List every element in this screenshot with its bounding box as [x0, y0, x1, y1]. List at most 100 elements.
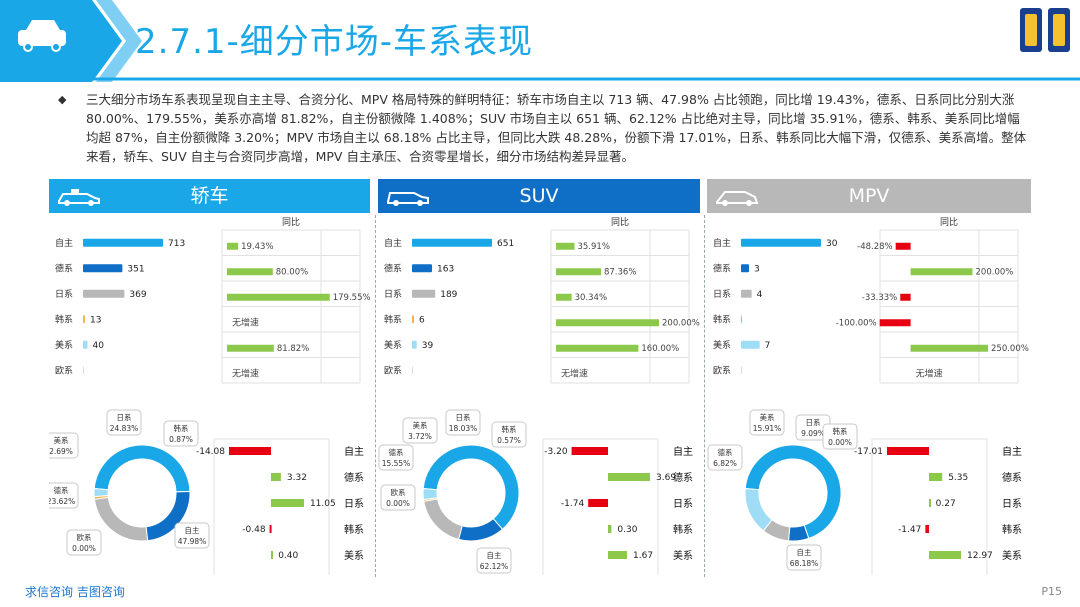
yoy-label: 35.91%: [577, 242, 609, 252]
volume-label: 651: [497, 239, 514, 249]
share-category-label: 日系: [806, 417, 821, 427]
category-label: 欧系: [713, 364, 731, 376]
volume-bar: [412, 366, 413, 375]
share-value-label: 15.91%: [753, 424, 782, 433]
share-change-category: 韩系: [1002, 523, 1022, 536]
share-category-label: 美系: [413, 420, 428, 430]
share-category-label: 欧系: [77, 532, 92, 542]
share-change-bar: [929, 473, 943, 481]
share-change-bar: [571, 447, 608, 455]
yoy-label: 无增速: [916, 367, 943, 379]
volume-bar: [412, 289, 436, 298]
diamond-bullet-icon: ◆: [58, 93, 67, 106]
share-change-category: 美系: [673, 549, 693, 562]
share-change-label: 1.67: [633, 551, 653, 561]
callout-box: [106, 409, 142, 436]
volume-bar: [741, 366, 742, 375]
brand-logo: [1020, 8, 1070, 52]
share-change-category: 美系: [1002, 549, 1022, 562]
callout-box: [491, 421, 527, 448]
share-category-label: 日系: [117, 412, 132, 422]
yoy-bar: [556, 268, 601, 276]
share-slice: [423, 498, 463, 540]
category-label: 自主: [384, 237, 402, 249]
share-change-category: 美系: [344, 549, 364, 562]
share-change-label: 5.35: [948, 473, 968, 483]
share-category-label: 德系: [389, 447, 404, 457]
volume-bar: [83, 264, 123, 273]
share-change-bar: [925, 525, 929, 533]
volume-label: 4: [757, 290, 763, 300]
share-change-bar: [271, 473, 281, 481]
share-category-label: 韩系: [174, 423, 189, 433]
category-label: 韩系: [55, 313, 73, 325]
yoy-label: 无增速: [232, 316, 259, 328]
share-slice: [93, 444, 191, 493]
yoy-header: 同比: [282, 216, 300, 228]
share-callout: 自主 62.12%: [476, 547, 512, 574]
category-label: 日系: [384, 289, 402, 300]
summary-text: ◆ 三大细分市场车系表现呈现自主主导、合资分化、MPV 格局特殊的鲜明特征：轿车…: [58, 90, 1028, 166]
panel-mpv: MPV 同比 自主 30 -48.28% 德系 3 200.00% 日系 4 -33.33% 韩系 -…: [707, 179, 1031, 575]
category-label: 德系: [384, 262, 402, 274]
yoy-bar: [556, 319, 659, 327]
volume-bar: [83, 340, 88, 349]
share-category-label: 德系: [718, 447, 733, 457]
share-callout: 韩系 0.87%: [163, 420, 199, 447]
callout-box: [786, 544, 822, 571]
share-change-category: 自主: [344, 445, 364, 458]
volume-bar: [741, 264, 749, 273]
divider: [375, 215, 376, 577]
yoy-grid: [550, 229, 690, 384]
share-value-label: 6.82%: [713, 459, 737, 468]
share-value-label: 2.69%: [49, 447, 73, 456]
yoy-header: 同比: [940, 216, 958, 228]
share-change-bar: [929, 499, 931, 507]
share-value-label: 0.00%: [828, 438, 852, 447]
share-slice: [744, 487, 773, 532]
share-change-category: 日系: [1002, 498, 1022, 510]
category-label: 德系: [713, 262, 731, 274]
callout-box: [66, 529, 102, 556]
yoy-label: 179.55%: [333, 293, 370, 303]
yoy-label: 30.34%: [575, 293, 607, 303]
volume-label: 713: [168, 239, 185, 249]
volume-label: 189: [440, 290, 457, 300]
panel-title-sedan: 轿车: [190, 185, 229, 207]
share-change-label: -1.74: [561, 499, 585, 509]
share-slice: [93, 487, 109, 498]
category-label: 美系: [55, 339, 73, 351]
yoy-label: 80.00%: [276, 267, 308, 277]
category-label: 日系: [713, 289, 731, 300]
yoy-label: 87.36%: [604, 267, 636, 277]
category-label: 欧系: [384, 364, 402, 376]
share-change-label: 0.27: [936, 499, 956, 509]
callout-box: [380, 484, 416, 511]
share-value-label: 18.03%: [449, 424, 478, 433]
volume-bar: [741, 289, 752, 298]
panel-sedan: 轿车 同比 自主 713 19.43% 德系 351 80.00% 日系 369 179.55% 韩…: [49, 179, 370, 575]
share-callout: 日系 24.83%: [106, 409, 142, 436]
share-change-label: 12.97: [967, 551, 993, 561]
share-value-label: 24.83%: [110, 424, 139, 433]
share-value-label: 3.72%: [408, 432, 432, 441]
share-callout: 日系 9.09%: [795, 414, 831, 441]
share-value-label: 0.00%: [72, 544, 96, 553]
yoy-bar: [227, 293, 330, 301]
share-change-label: -14.08: [196, 447, 225, 457]
volume-bar: [83, 315, 85, 324]
volume-label: 163: [437, 264, 454, 274]
footer-brand: 求信咨询 吉图咨询: [25, 585, 125, 599]
share-category-label: 韩系: [833, 426, 848, 436]
share-change-bar: [271, 551, 273, 559]
page-number: P15: [1041, 585, 1062, 598]
share-change-bar: [588, 499, 608, 507]
share-change-category: 自主: [1002, 445, 1022, 458]
panel-header-sedan: 轿车: [49, 179, 370, 213]
share-callout: 韩系 0.57%: [491, 421, 527, 448]
share-callout: 自主 47.98%: [174, 522, 210, 549]
share-change-bar: [229, 447, 271, 455]
callout-box: [174, 522, 210, 549]
